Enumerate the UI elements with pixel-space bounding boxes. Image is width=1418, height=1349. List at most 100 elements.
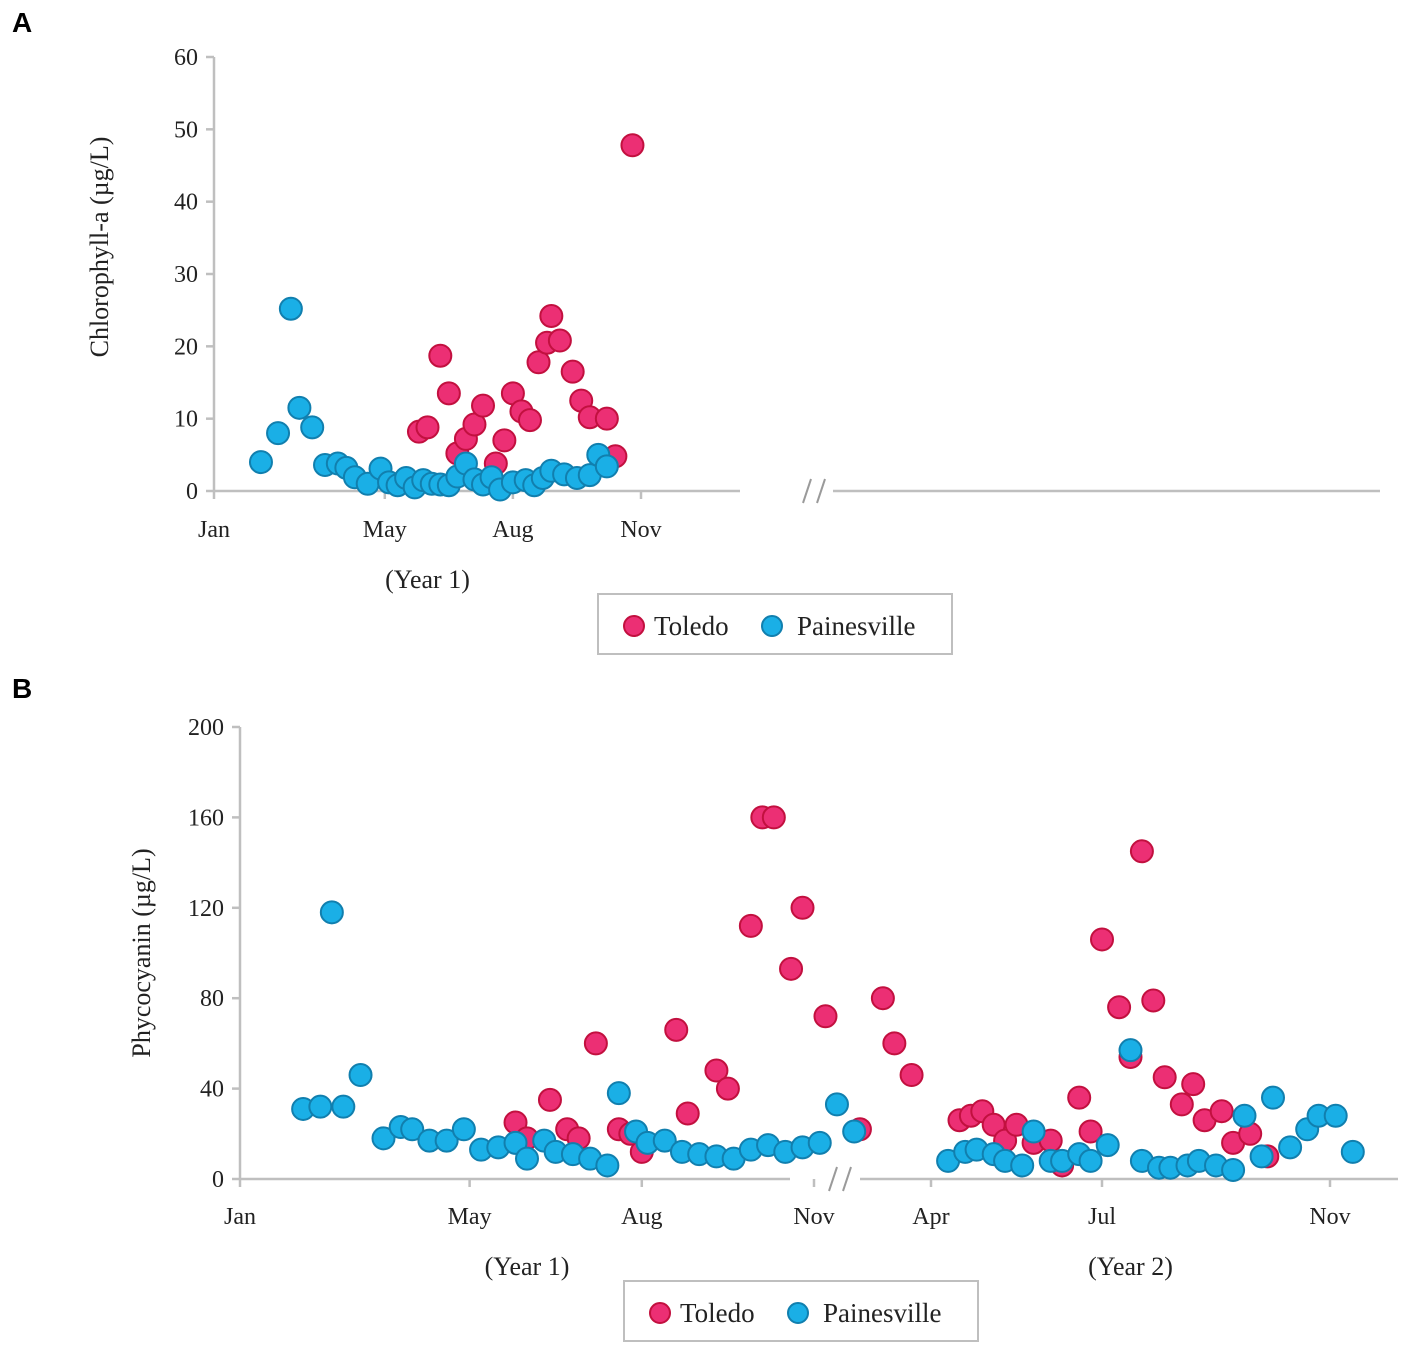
panel-b-toledo-point [664, 1017, 689, 1042]
panel-a-toledo-point [471, 393, 496, 418]
panel-b-toledo-point [790, 895, 815, 920]
panel-b-x-tick-label: Nov [1309, 1204, 1350, 1230]
panel-a-painesville-point [300, 415, 325, 440]
panel-b-painesville-point [319, 900, 344, 925]
panel-b-toledo-point [1181, 1072, 1206, 1097]
panel-b-painesville-point [1118, 1038, 1143, 1063]
panel-a-legend-painesville-marker [761, 615, 783, 637]
panel-a-toledo-point [560, 359, 585, 384]
panel-b-painesville-point [1278, 1135, 1303, 1160]
panel-b-painesville-point [1095, 1133, 1120, 1158]
panel-a-toledo-point [547, 328, 572, 353]
panel-b: B Phycocyanin (µg/L) 0 40 80 120 160 200 Jan Ma… [12, 673, 1398, 1342]
panel-b-toledo-point [882, 1031, 907, 1056]
panel-a-toledo-point [436, 381, 461, 406]
panel-b-axis-break-mark [828, 1166, 838, 1192]
panel-b-toledo-point [870, 986, 895, 1011]
panel-a-legend-toledo-label: Toledo [654, 611, 729, 641]
panel-b-toledo-point [1078, 1119, 1103, 1144]
panel-a: A Chlorophyll-a (µg/L) 0 10 20 30 40 50 60 Jan M… [12, 7, 1380, 655]
panel-b-legend-box [623, 1280, 979, 1342]
panel-b-toledo-point [899, 1063, 924, 1088]
panel-a-y-tick-label: 0 [186, 479, 198, 505]
panel-b-y-tick-label: 120 [188, 896, 224, 922]
panel-a-x-tick-label: Nov [620, 517, 661, 543]
panel-b-painesville-point [652, 1128, 677, 1153]
panel-b-painesville-point [451, 1117, 476, 1142]
panel-a-toledo-point [594, 406, 619, 431]
panel-a-y-tick-label: 40 [174, 190, 198, 216]
panel-a-toledo-point [492, 428, 517, 453]
panel-a-toledo-point [415, 415, 440, 440]
panel-b-painesville-point [434, 1128, 459, 1153]
panel-b-toledo-point [1107, 995, 1132, 1020]
panel-a-x-tick-label: Aug [492, 517, 533, 543]
panel-a-legend-painesville-label: Painesville [797, 611, 915, 641]
panel-a-x-tick-label: Jan [198, 517, 230, 543]
panel-b-painesville-point [1261, 1085, 1285, 1110]
panel-a-axis-break-mark [816, 478, 826, 504]
panel-b-painesville-point [842, 1119, 867, 1144]
panel-b-x-tick-label: May [448, 1204, 492, 1230]
panel-a-toledo-point [620, 133, 645, 158]
panel-a-painesville-point [248, 450, 273, 475]
panel-b-legend-toledo-label: Toledo [680, 1298, 755, 1328]
panel-a-painesville-point [594, 454, 619, 479]
panel-a-x-tick-label: May [363, 517, 407, 543]
panel-a-y-axis-label: Chlorophyll-a (µg/L) [85, 137, 114, 358]
panel-b-painesville-point [1323, 1103, 1348, 1128]
panel-a-y-tick-label: 20 [174, 334, 198, 360]
panel-b-toledo-point [738, 913, 763, 938]
panel-b-letter: B [12, 673, 32, 704]
panel-b-toledo-point [1129, 839, 1154, 864]
panel-a-y-tick-label: 50 [174, 117, 198, 143]
panel-a-period-label: (Year 1) [385, 565, 470, 594]
panel-b-axis-break-mark [842, 1166, 852, 1192]
panel-a-y-tick-label: 60 [174, 45, 198, 71]
panel-b-legend-painesville-label: Painesville [823, 1298, 941, 1328]
panel-b-legend: Toledo Painesville [623, 1280, 979, 1342]
panel-b-painesville-point [606, 1081, 631, 1106]
panel-b-painesville-point [1340, 1139, 1365, 1164]
panel-a-painesville-point [266, 421, 291, 446]
panel-b-painesville-point [1221, 1157, 1246, 1182]
panel-b-toledo-point [675, 1101, 700, 1126]
panel-b-painesville-point [371, 1126, 396, 1151]
panel-b-y-axis-label: Phycocyanin (µg/L) [127, 848, 156, 1057]
panel-b-toledo-point [537, 1087, 562, 1112]
panel-b-period-label: (Year 2) [1088, 1252, 1173, 1281]
panel-b-painesville-point [807, 1130, 832, 1155]
panel-b-toledo-point [583, 1031, 608, 1056]
panel-a-y-tick-label: 30 [174, 262, 198, 288]
panel-b-legend-painesville-marker [787, 1302, 809, 1324]
panel-b-toledo-point [1152, 1065, 1177, 1090]
panel-a-legend-toledo-marker [623, 615, 645, 637]
panel-b-toledo-point [1090, 927, 1114, 952]
panel-a-toledo-point [526, 350, 551, 375]
panel-a-legend: Toledo Painesville [597, 593, 953, 655]
panel-b-toledo-point [1067, 1085, 1092, 1110]
panel-b-painesville-point [1249, 1144, 1274, 1169]
panel-a-y-tick-label: 10 [174, 407, 198, 433]
panel-b-x-tick-label: Apr [912, 1204, 949, 1230]
panel-b-painesville-point [595, 1153, 620, 1178]
panel-b-painesville-point [331, 1094, 356, 1119]
panel-b-toledo-point [1209, 1099, 1234, 1124]
panel-b-y-tick-label: 40 [200, 1077, 224, 1103]
panel-b-y-tick-label: 0 [212, 1167, 224, 1193]
panel-b-toledo-point [704, 1058, 729, 1083]
panel-a-painesville-point [287, 395, 312, 420]
panel-b-painesville-point [1010, 1153, 1035, 1178]
panel-b-y-tick-label: 80 [200, 986, 224, 1012]
panel-a-toledo-point [517, 408, 542, 433]
panel-a-toledo-point [539, 303, 564, 328]
panel-a-painesville-point [278, 296, 303, 321]
panel-b-legend-toledo-marker [649, 1302, 671, 1324]
panel-b-painesville-point [824, 1092, 849, 1117]
panel-b-period-label: (Year 1) [485, 1252, 570, 1281]
panel-b-toledo-point [715, 1076, 740, 1101]
panel-b-y-tick-label: 160 [188, 805, 224, 831]
panel-a-axis-break-mark [802, 478, 812, 504]
panel-b-painesville-point [1078, 1148, 1103, 1173]
